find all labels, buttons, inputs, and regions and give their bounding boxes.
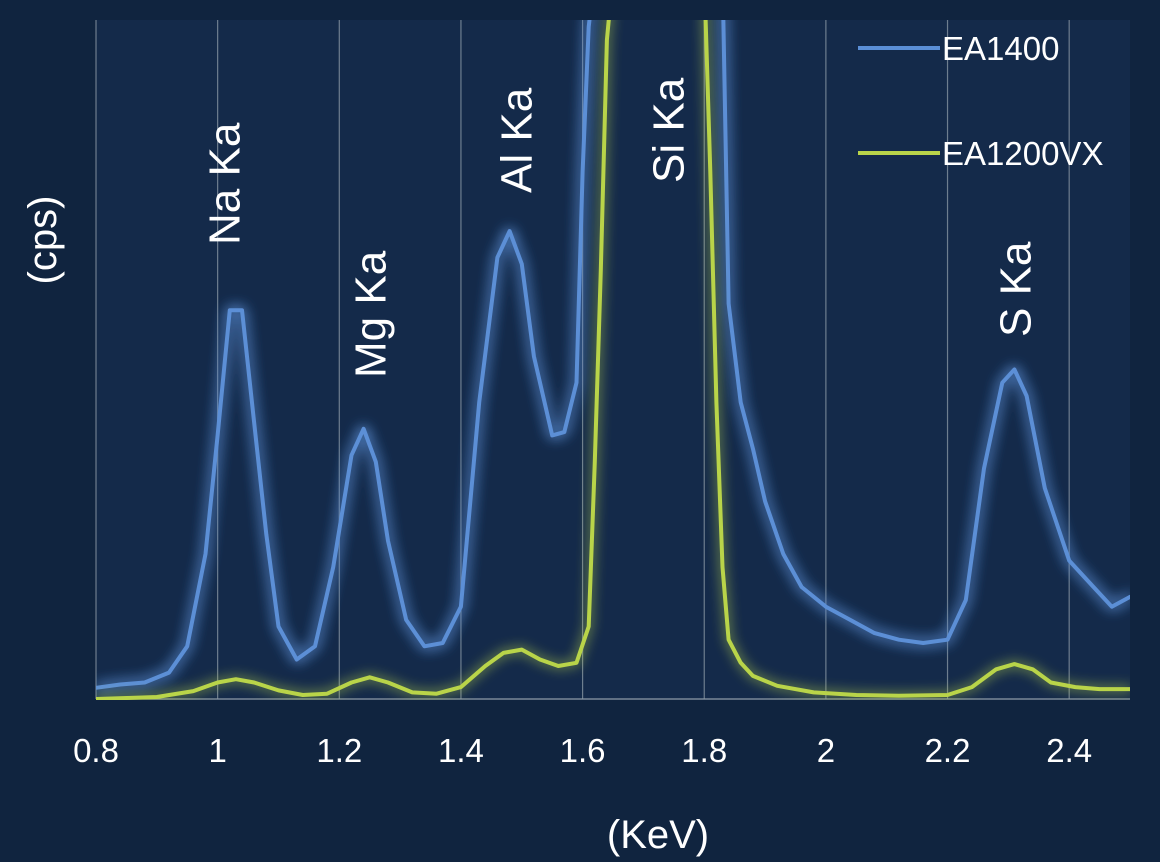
plot-area: [96, 20, 1130, 700]
x-axis-title: (KeV): [607, 813, 709, 857]
peak-label: Mg Ka: [347, 250, 396, 378]
x-tick-label: 2: [817, 732, 835, 769]
x-tick-label: 2.2: [925, 732, 971, 769]
x-tick-label: 1.4: [438, 732, 484, 769]
peak-label: Na Ka: [201, 122, 250, 245]
peak-annotations: Na Ka Mg Ka Al Ka Si Ka S Ka: [201, 77, 1041, 378]
peak-label: S Ka: [991, 241, 1040, 337]
x-tick-label: 1.8: [681, 732, 727, 769]
x-tick-label: 1: [208, 732, 226, 769]
legend-label-ea1400: EA1400: [942, 30, 1059, 67]
peak-label: Si Ka: [645, 77, 694, 183]
x-tick-labels: 0.8 1 1.2 1.4 1.6 1.8 2 2.2 2.4: [73, 732, 1092, 769]
series-line-ea1200vx: [96, 20, 1130, 700]
legend-label-ea1200vx: EA1200VX: [942, 135, 1103, 172]
legend: EA1400 EA1200VX: [858, 30, 1103, 172]
series-layer: [96, 20, 1130, 700]
x-tick-label: 1.2: [316, 732, 362, 769]
y-axis-title: (cps): [21, 196, 65, 285]
peak-label: Al Ka: [493, 87, 542, 193]
x-tick-label: 0.8: [73, 732, 119, 769]
x-tick-label: 1.6: [560, 732, 606, 769]
series-line-ea1400: [96, 20, 1130, 690]
x-tick-label: 2.4: [1046, 732, 1092, 769]
